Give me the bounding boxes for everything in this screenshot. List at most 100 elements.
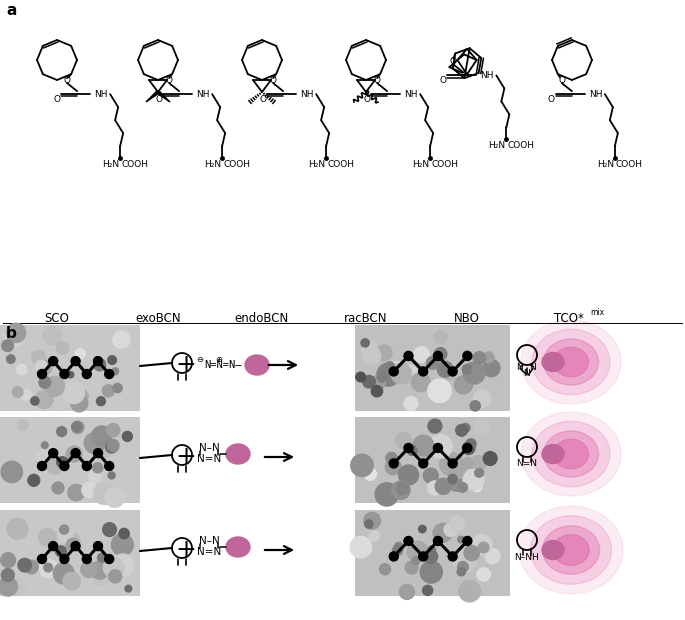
Text: a: a — [6, 3, 16, 18]
Text: ⊕: ⊕ — [215, 355, 222, 365]
Text: N: N — [530, 363, 536, 371]
Circle shape — [71, 421, 84, 433]
Circle shape — [377, 373, 387, 382]
Circle shape — [433, 523, 452, 542]
Circle shape — [68, 484, 84, 501]
Text: +: + — [175, 353, 197, 377]
Circle shape — [18, 420, 28, 430]
Circle shape — [39, 376, 51, 388]
Circle shape — [109, 570, 122, 583]
Circle shape — [49, 356, 58, 366]
Circle shape — [428, 379, 451, 402]
Circle shape — [53, 563, 74, 584]
Circle shape — [45, 376, 64, 396]
Text: H₂N: H₂N — [308, 160, 325, 169]
Text: O: O — [373, 76, 381, 85]
Circle shape — [63, 572, 80, 590]
Circle shape — [371, 386, 382, 397]
Text: +: + — [175, 445, 197, 469]
Text: TCO*: TCO* — [554, 312, 584, 325]
Circle shape — [57, 427, 66, 436]
Circle shape — [36, 360, 51, 375]
Circle shape — [413, 435, 434, 456]
Circle shape — [0, 577, 18, 596]
Circle shape — [125, 585, 132, 592]
Circle shape — [2, 340, 14, 352]
Text: b: b — [6, 326, 17, 341]
Circle shape — [458, 536, 464, 543]
Circle shape — [84, 433, 105, 453]
Text: N: N — [523, 370, 530, 378]
Circle shape — [419, 459, 427, 468]
Circle shape — [93, 542, 103, 551]
Circle shape — [376, 345, 392, 361]
Circle shape — [112, 554, 134, 576]
Circle shape — [102, 385, 114, 397]
Circle shape — [105, 370, 114, 379]
Circle shape — [434, 348, 447, 360]
Ellipse shape — [553, 347, 588, 377]
Circle shape — [68, 371, 74, 378]
Text: N=N: N=N — [197, 547, 221, 557]
Circle shape — [369, 531, 379, 541]
Circle shape — [107, 423, 120, 437]
Circle shape — [472, 534, 493, 555]
Circle shape — [32, 350, 45, 364]
Circle shape — [63, 382, 84, 404]
Ellipse shape — [542, 353, 564, 371]
Circle shape — [449, 516, 465, 531]
Circle shape — [448, 552, 457, 561]
Circle shape — [38, 370, 47, 379]
Text: N=N: N=N — [516, 459, 538, 469]
Ellipse shape — [245, 355, 269, 375]
Ellipse shape — [543, 526, 599, 574]
Text: NH: NH — [589, 90, 602, 99]
Circle shape — [7, 518, 28, 539]
Circle shape — [414, 347, 429, 363]
Circle shape — [361, 339, 369, 347]
Circle shape — [105, 488, 125, 507]
Circle shape — [42, 442, 48, 448]
Circle shape — [36, 450, 51, 464]
Circle shape — [75, 348, 86, 359]
Circle shape — [423, 468, 438, 483]
Circle shape — [6, 323, 26, 342]
Circle shape — [94, 441, 112, 458]
Circle shape — [364, 520, 373, 528]
Circle shape — [443, 367, 456, 380]
Circle shape — [411, 373, 430, 392]
Circle shape — [113, 383, 122, 392]
Ellipse shape — [543, 339, 599, 385]
Circle shape — [123, 432, 132, 441]
Circle shape — [461, 423, 470, 433]
Ellipse shape — [532, 421, 610, 487]
Ellipse shape — [226, 537, 250, 557]
Circle shape — [466, 439, 476, 449]
Circle shape — [18, 559, 32, 572]
Circle shape — [72, 422, 82, 432]
Circle shape — [473, 420, 489, 436]
Circle shape — [462, 442, 475, 454]
Circle shape — [470, 401, 480, 411]
Text: NH: NH — [480, 71, 494, 80]
Circle shape — [375, 482, 399, 506]
Circle shape — [420, 561, 443, 583]
Circle shape — [66, 538, 79, 551]
Circle shape — [119, 528, 129, 539]
Circle shape — [395, 542, 403, 551]
Text: COOH: COOH — [327, 160, 354, 169]
Circle shape — [108, 356, 116, 365]
Circle shape — [90, 561, 108, 579]
Circle shape — [351, 454, 373, 477]
Circle shape — [103, 523, 116, 536]
Circle shape — [391, 363, 412, 384]
Circle shape — [58, 528, 73, 543]
Text: O: O — [558, 76, 565, 85]
Text: O: O — [439, 76, 447, 86]
Ellipse shape — [543, 431, 599, 477]
Circle shape — [105, 441, 118, 453]
Circle shape — [49, 449, 58, 458]
Circle shape — [389, 459, 398, 468]
Text: COOH: COOH — [121, 160, 148, 169]
Circle shape — [52, 482, 64, 494]
